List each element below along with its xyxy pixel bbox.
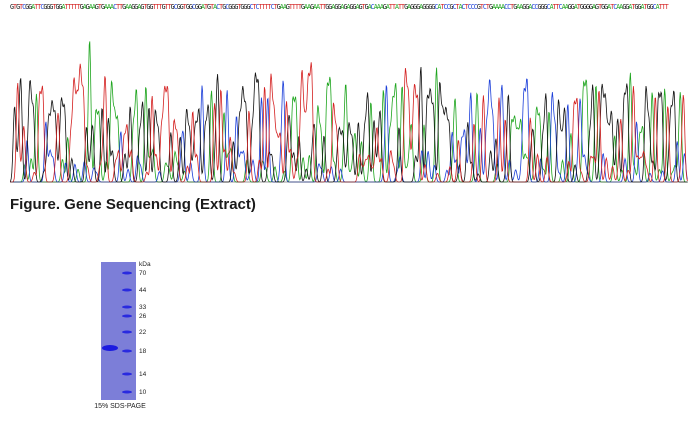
marker-label: 18 xyxy=(139,348,147,355)
sds-page-gel: kDa 70 44 33 26 22 18 14 10 xyxy=(101,261,151,400)
base-call-sequence: GTGTCGGATTCGGGTGGATTTTTGAGAAGTGAAACTTGAA… xyxy=(10,3,669,11)
ladder-band xyxy=(122,288,132,292)
chromatogram-traces xyxy=(10,41,688,183)
marker-label: 70 xyxy=(139,270,147,277)
trace-g xyxy=(10,66,688,183)
kda-label: kDa xyxy=(139,261,151,268)
gel-lane xyxy=(101,262,136,400)
ladder-band xyxy=(122,349,132,353)
gel-caption: 15% SDS-PAGE xyxy=(94,403,146,410)
marker-labels: 70 44 33 26 22 18 14 10 xyxy=(139,270,147,396)
marker-label: 14 xyxy=(139,371,147,378)
ladder-band xyxy=(122,305,132,309)
ladder-band xyxy=(122,271,132,275)
marker-label: 33 xyxy=(139,304,147,311)
marker-label: 22 xyxy=(139,329,147,336)
ladder-band xyxy=(122,372,132,376)
ladder-band xyxy=(122,314,132,318)
ladder-band xyxy=(122,390,132,394)
protein-band xyxy=(102,345,118,351)
figure-caption: Figure. Gene Sequencing (Extract) xyxy=(10,196,256,213)
marker-label: 44 xyxy=(139,287,147,294)
marker-label: 10 xyxy=(139,389,147,396)
marker-ladder xyxy=(122,271,132,394)
marker-label: 26 xyxy=(139,313,147,320)
ladder-band xyxy=(122,330,132,334)
sequencing-chromatogram xyxy=(10,41,688,183)
